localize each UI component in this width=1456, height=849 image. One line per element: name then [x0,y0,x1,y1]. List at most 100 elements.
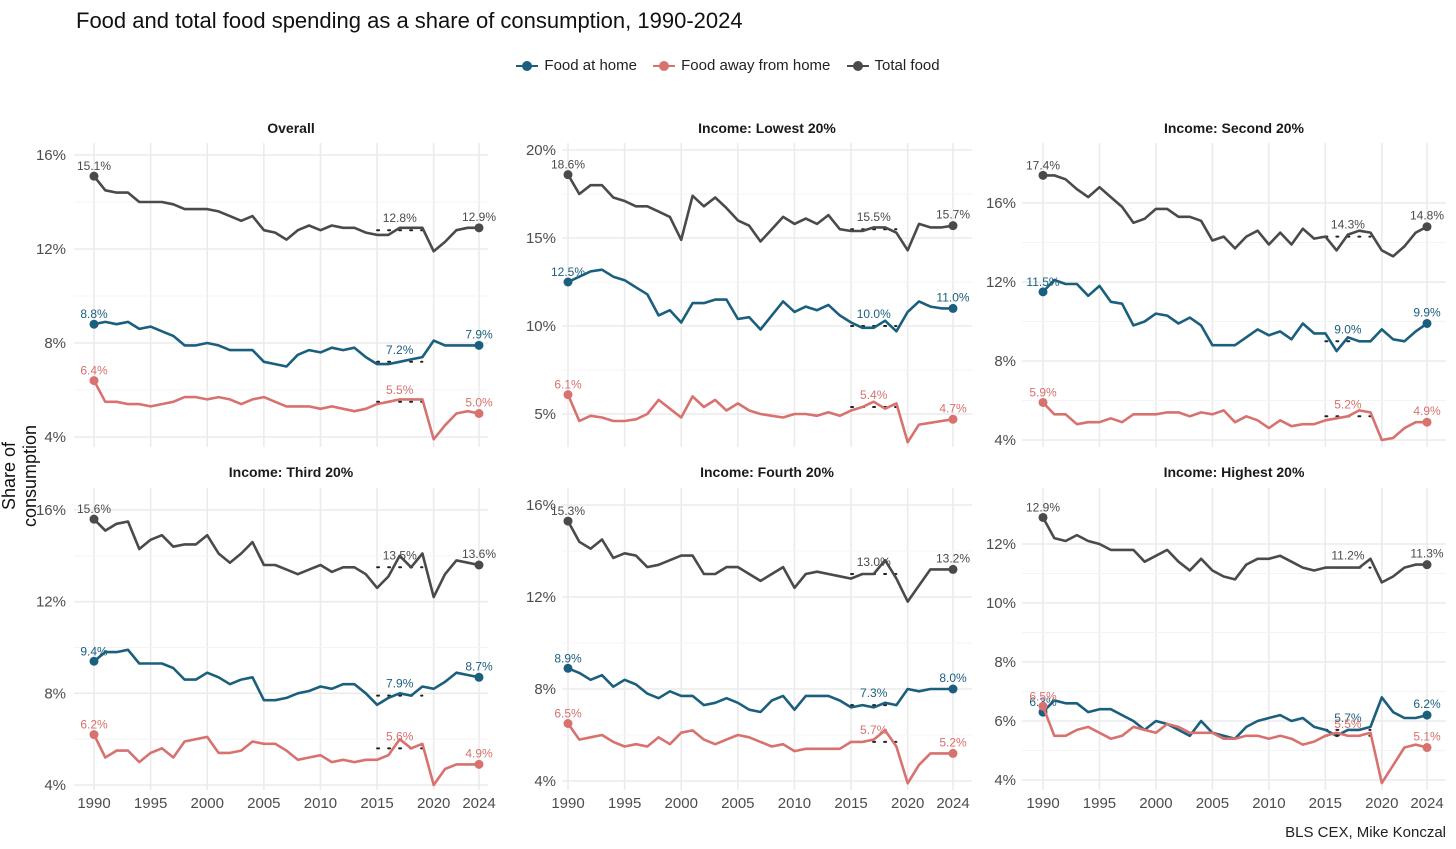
x-tick-label: 1995 [134,795,167,812]
x-tick-label: 2024 [1410,795,1443,812]
food-at-home-end-point [1422,318,1432,328]
y-tick-label: 12% [36,594,66,611]
total-food-end-label: 15.7% [936,208,970,222]
food-at-home-line [567,667,953,714]
food-away-from-home-end-point [948,414,958,424]
total-food-end-point [1422,222,1432,232]
panel-income-highest-20-title: Income: Highest 20% [1164,464,1305,480]
legend-key-food-away [653,60,676,72]
food-away-from-home-line [1042,401,1427,442]
y-tick-label: 4% [44,429,66,446]
y-tick-label: 8% [44,685,66,702]
food-at-home-start-point [563,277,573,287]
total-food-start-point [89,514,99,524]
x-tick-label: 2005 [247,795,280,812]
food-at-home-mid-label: 7.3% [860,686,888,700]
food-away-from-home-mid-label: 5.4% [860,388,888,402]
food-at-home-end-label: 8.7% [465,659,493,673]
x-tick-label: 2000 [191,795,224,812]
food-away-from-home-end-label: 5.2% [939,735,967,749]
legend-item-food-away: Food away from home [653,57,830,74]
total-food-start-label: 18.6% [551,158,585,172]
food-at-home-mid-label: 5.7% [1334,711,1362,725]
y-tick-label: 20% [526,142,556,159]
x-tick-label: 2024 [462,795,495,812]
total-food-start-point [1038,170,1048,180]
total-food-mid-label: 13.5% [383,548,417,562]
total-food-line [566,173,954,252]
food-away-from-home-start-label: 5.9% [1029,385,1057,399]
x-tick-label: 2020 [1365,795,1398,812]
total-food-start-label: 15.1% [77,159,111,173]
food-at-home-end-point [948,303,958,313]
food-at-home-end-label: 6.2% [1413,697,1441,711]
food-away-from-home-start-label: 6.4% [80,364,108,378]
total-food-line [1043,174,1428,258]
legend-item-food-at-home: Food at home [516,57,637,74]
x-tick-label: 1990 [551,795,584,812]
x-tick-label: 2000 [1139,795,1172,812]
y-tick-label: 15% [526,230,556,247]
food-at-home-mid-label: 10.0% [857,307,891,321]
y-tick-label: 10% [986,595,1016,612]
food-at-home-end-point [474,340,484,350]
source-caption: BLS CEX, Mike Konczal [1285,824,1446,841]
total-food-mid-label: 13.0% [857,555,891,569]
chart-title: Food and total food spending as a share … [76,8,743,33]
food-away-from-home-line [566,722,953,785]
legend-key-total-food [846,60,869,72]
food-at-home-mid-label: 7.9% [386,677,414,691]
y-tick-label: 12% [986,274,1016,291]
y-tick-label: 4% [994,432,1016,449]
legend-label: Food away from home [681,57,831,74]
panel-overall-title: Overall [267,120,314,136]
food-away-from-home-end-label: 4.7% [939,401,967,415]
food-away-from-home-end-point [474,759,484,769]
legend-key-food-at-home [516,60,539,72]
food-away-from-home-end-label: 4.9% [1413,404,1441,418]
total-food-line [1041,516,1427,584]
food-at-home-end-point [1422,710,1432,720]
x-tick-label: 1995 [608,795,641,812]
y-tick-label: 12% [986,536,1016,553]
x-tick-label: 1995 [1083,795,1116,812]
y-tick-label: 10% [526,318,556,335]
food-at-home-start-point [89,319,99,329]
total-food-end-point [1422,560,1432,570]
food-at-home-start-point [1038,287,1048,297]
food-at-home-start-label: 9.4% [80,644,108,658]
food-away-from-home-end-point [1422,417,1432,427]
total-food-line [566,520,953,603]
food-away-from-home-start-point [1038,397,1048,407]
food-at-home-end-label: 8.0% [939,671,967,685]
total-food-line [92,175,479,253]
food-away-from-home-start-point [563,390,573,400]
food-at-home-end-label: 9.9% [1413,305,1441,319]
total-food-end-label: 11.3% [1410,547,1443,561]
x-tick-label: 2010 [304,795,337,812]
total-food-end-label: 13.6% [462,547,496,561]
legend-label: Total food [874,57,940,74]
total-food-end-label: 12.9% [462,210,496,224]
food-away-from-home-end-point [474,409,484,418]
y-tick-label: 16% [526,497,556,514]
total-food-start-point [89,171,99,181]
total-food-line [93,518,480,599]
food-away-from-home-mid-label: 5.6% [386,729,414,743]
x-tick-label: 2005 [1196,795,1229,812]
y-tick-label: 4% [44,777,66,794]
y-tick-label: 4% [994,772,1016,789]
food-away-from-home-start-point [89,730,99,740]
x-tick-label: 2024 [936,795,969,812]
food-away-from-home-line [92,734,479,787]
food-at-home-line [567,268,953,333]
total-food-start-label: 17.4% [1026,158,1060,172]
y-tick-label: 8% [994,654,1016,671]
x-tick-label: 2020 [891,795,924,812]
y-tick-label: 16% [36,502,66,519]
x-tick-label: 1990 [1026,795,1059,812]
food-away-from-home-start-point [563,719,573,728]
food-at-home-start-point [563,663,573,673]
y-tick-label: 6% [994,713,1016,730]
total-food-end-label: 13.2% [936,551,970,565]
